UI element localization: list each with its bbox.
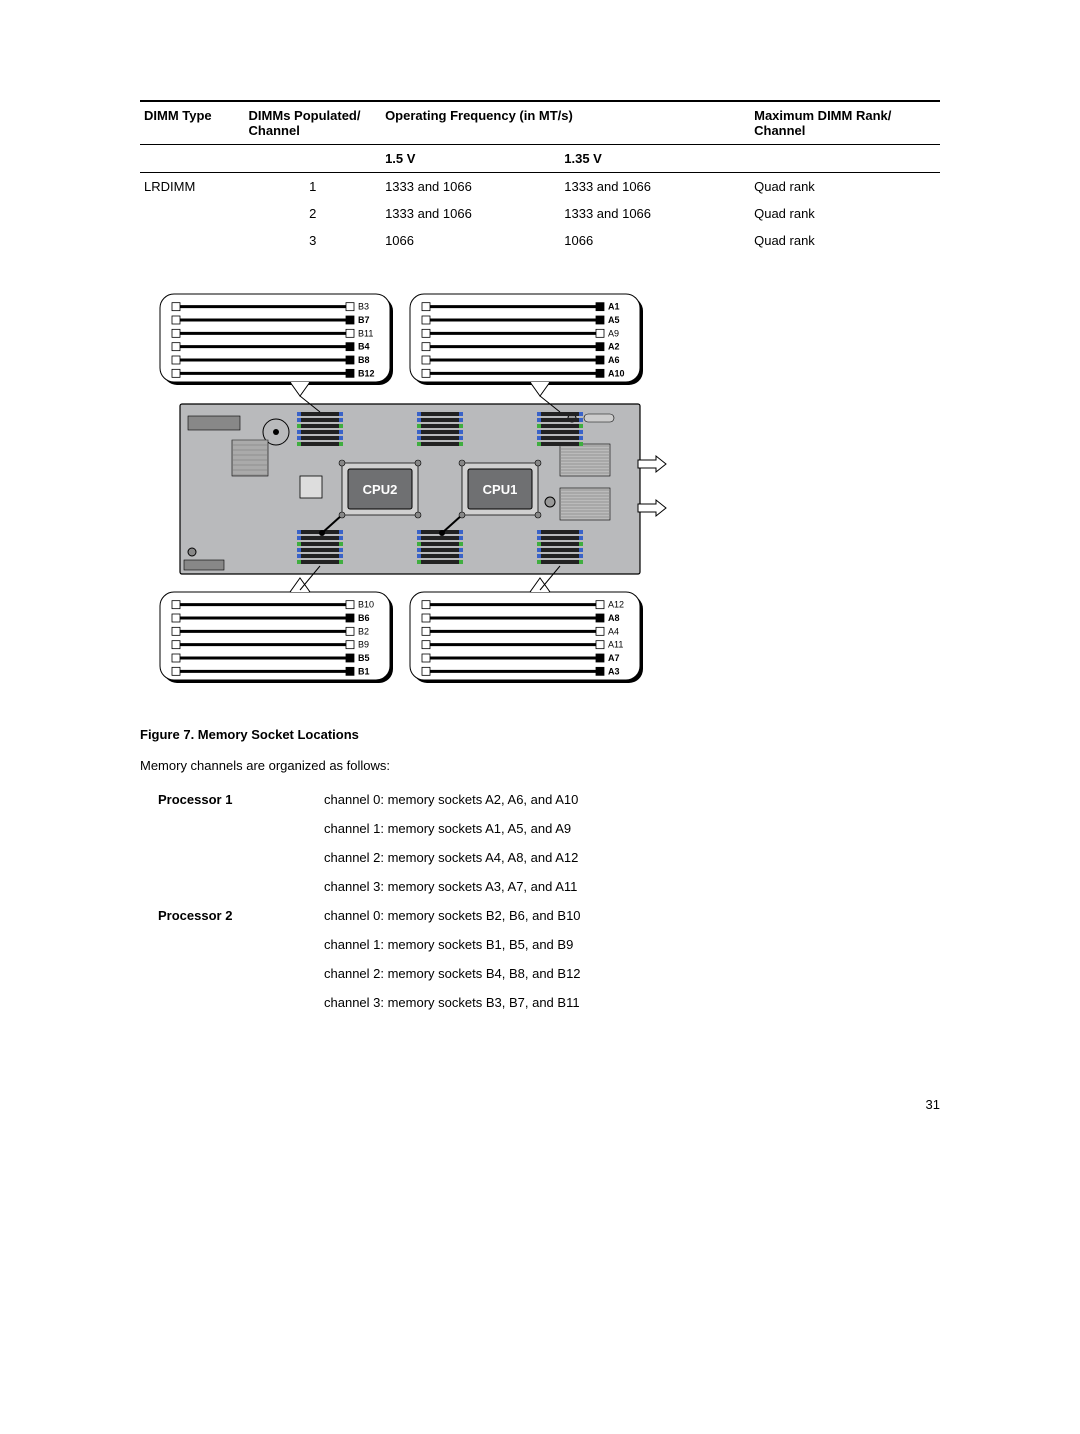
- channel-line: channel 1: memory sockets A1, A5, and A9: [316, 814, 589, 843]
- channel-line: channel 3: memory sockets B3, B7, and B1…: [316, 988, 589, 1017]
- svg-text:A1: A1: [608, 302, 620, 312]
- svg-text:B7: B7: [358, 315, 370, 325]
- memory-figure: B3 B7 B11 B4 B8 B12 A1 A5 A9 A2 A6 A10 CPU2 CPU1 B10 B6…: [140, 284, 940, 707]
- cell-15v: 1066: [381, 227, 560, 254]
- channel-line: channel 0: memory sockets A2, A6, and A1…: [316, 785, 589, 814]
- processor-label: [150, 988, 316, 1017]
- svg-text:B5: B5: [358, 653, 370, 663]
- channels-table: Processor 1channel 0: memory sockets A2,…: [150, 785, 589, 1017]
- page-number: 31: [140, 1097, 940, 1112]
- svg-text:B9: B9: [358, 640, 369, 650]
- th-rank: Maximum DIMM Rank/ Channel: [750, 102, 940, 145]
- cell-rank: Quad rank: [750, 200, 940, 227]
- svg-text:A5: A5: [608, 315, 620, 325]
- cell-pop: 1: [245, 173, 382, 200]
- processor-label: [150, 930, 316, 959]
- cell-135v: 1333 and 1066: [560, 173, 750, 200]
- svg-text:A12: A12: [608, 600, 624, 610]
- channel-line: channel 2: memory sockets B4, B8, and B1…: [316, 959, 589, 988]
- channel-line: channel 3: memory sockets A3, A7, and A1…: [316, 872, 589, 901]
- svg-text:B10: B10: [358, 600, 374, 610]
- processor-label: [150, 843, 316, 872]
- figure-caption: Figure 7. Memory Socket Locations: [140, 727, 940, 742]
- channel-line: channel 1: memory sockets B1, B5, and B9: [316, 930, 589, 959]
- th-135v: 1.35 V: [560, 145, 750, 173]
- svg-text:B12: B12: [358, 368, 375, 378]
- cell-rank: Quad rank: [750, 227, 940, 254]
- svg-text:B2: B2: [358, 626, 369, 636]
- processor-label: [150, 959, 316, 988]
- channel-line: channel 2: memory sockets A4, A8, and A1…: [316, 843, 589, 872]
- svg-text:CPU1: CPU1: [483, 482, 518, 497]
- cell-type: LRDIMM: [140, 173, 245, 200]
- svg-text:A3: A3: [608, 666, 620, 676]
- cell-type: [140, 200, 245, 227]
- svg-text:B4: B4: [358, 342, 370, 352]
- cell-135v: 1333 and 1066: [560, 200, 750, 227]
- channels-intro: Memory channels are organized as follows…: [140, 758, 940, 773]
- th-freq: Operating Frequency (in MT/s): [381, 102, 750, 145]
- cell-pop: 3: [245, 227, 382, 254]
- svg-text:B3: B3: [358, 302, 369, 312]
- processor-label: [150, 814, 316, 843]
- svg-text:A8: A8: [608, 613, 620, 623]
- processor-label: [150, 872, 316, 901]
- cell-15v: 1333 and 1066: [381, 200, 560, 227]
- cell-pop: 2: [245, 200, 382, 227]
- processor-label: Processor 1: [150, 785, 316, 814]
- svg-text:B1: B1: [358, 666, 370, 676]
- svg-text:A10: A10: [608, 368, 625, 378]
- svg-text:A2: A2: [608, 342, 620, 352]
- svg-text:A6: A6: [608, 355, 620, 365]
- th-populated: DIMMs Populated/ Channel: [245, 102, 382, 145]
- processor-label: Processor 2: [150, 901, 316, 930]
- cell-135v: 1066: [560, 227, 750, 254]
- th-dimm-type: DIMM Type: [140, 102, 245, 145]
- channel-line: channel 0: memory sockets B2, B6, and B1…: [316, 901, 589, 930]
- cell-type: [140, 227, 245, 254]
- svg-text:A9: A9: [608, 328, 619, 338]
- svg-text:CPU2: CPU2: [363, 482, 398, 497]
- svg-text:A4: A4: [608, 626, 619, 636]
- dimm-table: DIMM Type DIMMs Populated/ Channel Opera…: [140, 100, 940, 254]
- svg-text:B8: B8: [358, 355, 370, 365]
- svg-text:B6: B6: [358, 613, 370, 623]
- svg-text:A11: A11: [608, 640, 623, 650]
- svg-text:B11: B11: [358, 328, 373, 338]
- svg-text:A7: A7: [608, 653, 620, 663]
- cell-15v: 1333 and 1066: [381, 173, 560, 200]
- th-15v: 1.5 V: [381, 145, 560, 173]
- cell-rank: Quad rank: [750, 173, 940, 200]
